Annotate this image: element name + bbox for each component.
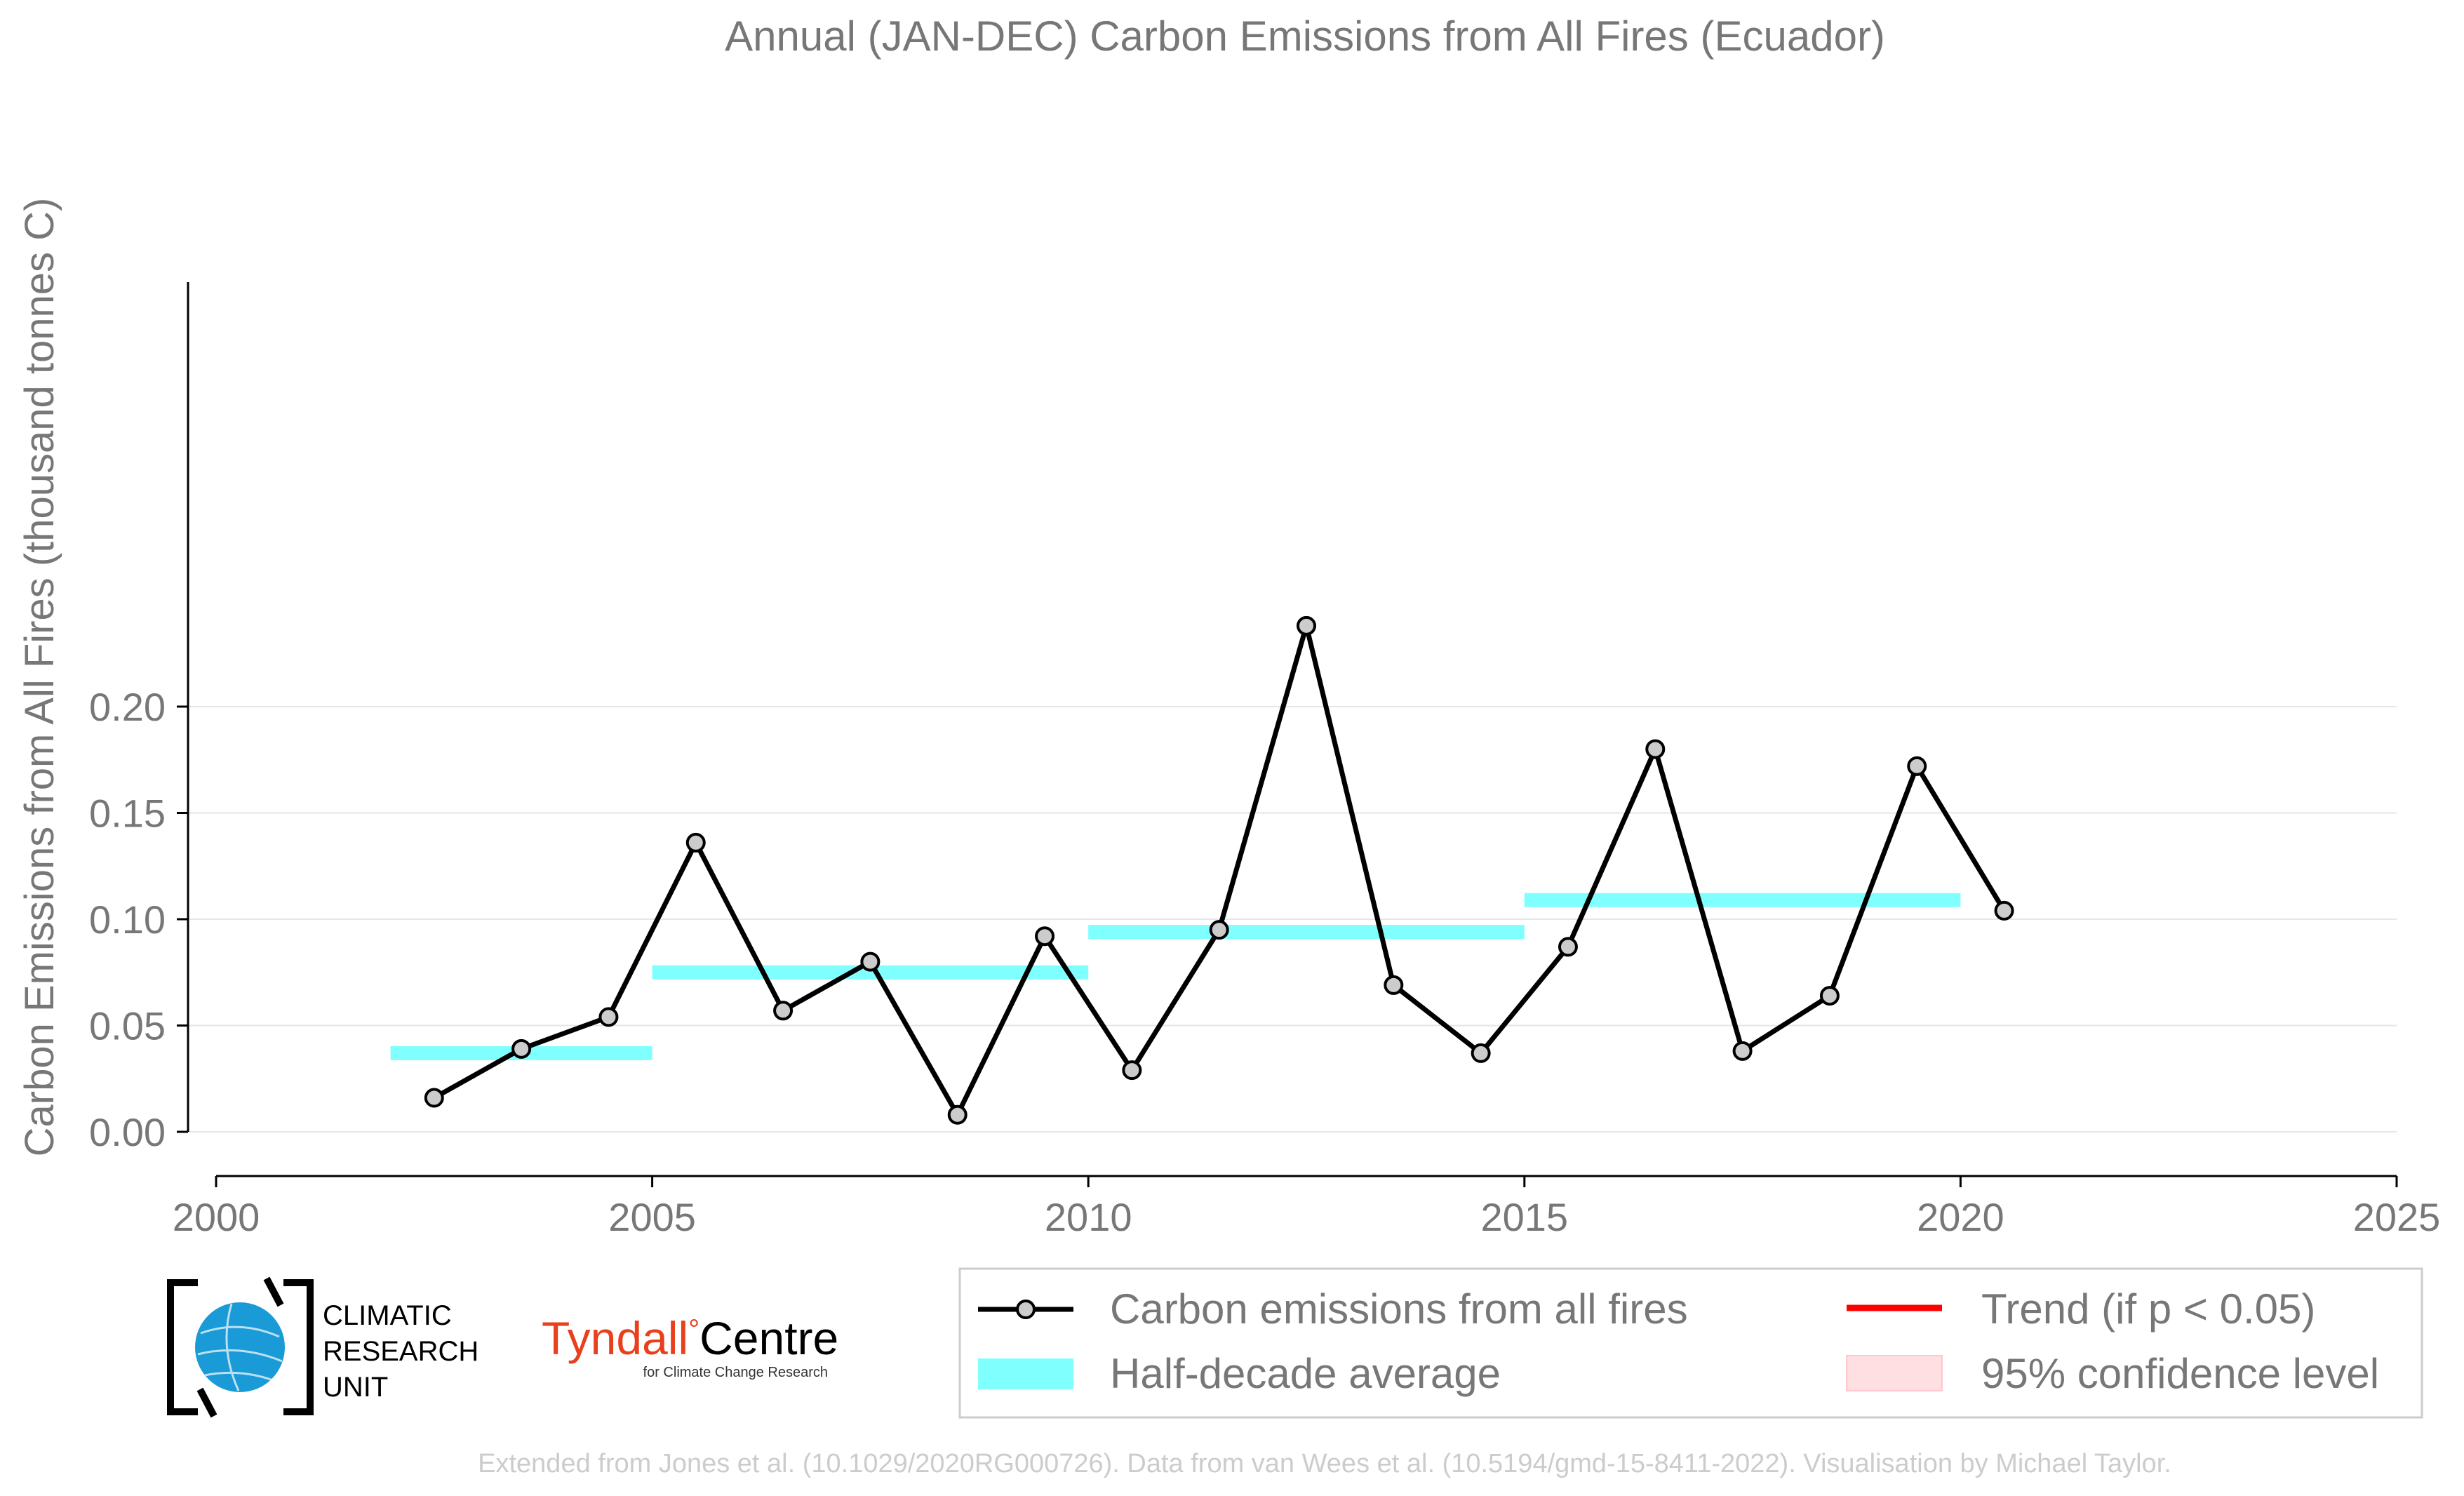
- data-point: [598, 1007, 619, 1027]
- legend-series-marker-icon: [1016, 1300, 1036, 1319]
- y-tick-label: 0.00: [89, 1110, 166, 1154]
- cru-slash-bottom: [196, 1387, 217, 1418]
- half-decade-bar: [1088, 925, 1525, 940]
- cru-line1: CLIMATIC: [323, 1300, 452, 1331]
- footer-credit: Extended from Jones et al. (10.1029/2020…: [478, 1449, 2171, 1478]
- cru-globe-lines: [197, 1303, 283, 1391]
- legend-half-decade-icon: [978, 1358, 1073, 1389]
- cru-bracket-right: [283, 1279, 314, 1415]
- cru-bracket-left: [167, 1279, 198, 1415]
- cru-line3: UNIT: [323, 1372, 388, 1403]
- data-point: [1122, 1060, 1142, 1081]
- x-tick-label: 2025: [2353, 1195, 2441, 1239]
- svg-text:Tyndall°Centre: Tyndall°Centre: [542, 1312, 838, 1364]
- legend-series-label: Carbon emissions from all fires: [1110, 1285, 1688, 1333]
- y-gridlines: [188, 706, 2397, 1133]
- legend-trend-label: Trend (if p < 0.05): [1981, 1285, 2315, 1333]
- tyndall-name: Tyndall: [542, 1312, 688, 1364]
- y-axis-label: Carbon Emissions from All Fires (thousan…: [17, 198, 62, 1157]
- half-decade-bar: [1524, 893, 1961, 907]
- cru-logo: CLIMATIC RESEARCH UNIT: [167, 1276, 478, 1418]
- cru-slash-top: [263, 1276, 284, 1307]
- y-tick-label: 0.05: [89, 1004, 166, 1048]
- tyndall-centre: Centre: [699, 1312, 838, 1364]
- cru-globe-icon: [195, 1302, 285, 1392]
- series-polyline: [433, 623, 2007, 1118]
- legend-box: [958, 1267, 2423, 1419]
- chart-title: Annual (JAN-DEC) Carbon Emissions from A…: [725, 13, 1885, 60]
- data-point: [1732, 1041, 1753, 1061]
- half-decade-bars: [390, 893, 1961, 1060]
- x-ticks: 2000 2005 2010 2015 2020 2025: [173, 1176, 2441, 1239]
- tyndall-logo: Tyndall°Centre for Climate Change Resear…: [542, 1312, 838, 1380]
- x-tick-label: 2005: [608, 1195, 696, 1239]
- data-point: [1645, 739, 1666, 759]
- legend-confidence-label: 95% confidence level: [1981, 1350, 2379, 1397]
- data-point: [1035, 926, 1055, 947]
- data-point: [1558, 937, 1578, 957]
- data-point: [511, 1038, 532, 1059]
- y-ticks: 0.00 0.05 0.10 0.15 0.20: [89, 685, 188, 1154]
- data-point: [1297, 615, 1316, 636]
- legend-half-decade-label: Half-decade average: [1110, 1350, 1501, 1397]
- data-point: [424, 1088, 444, 1108]
- series-line: [424, 615, 2014, 1125]
- data-point: [860, 951, 881, 972]
- x-tick-label: 2020: [1917, 1195, 2004, 1239]
- data-point: [1994, 900, 2014, 921]
- tyndall-degree: °: [688, 1314, 699, 1345]
- legend-confidence-icon: [1846, 1355, 1943, 1391]
- data-point: [1471, 1043, 1491, 1063]
- legend: Carbon emissions from all fires Trend (i…: [958, 1267, 2423, 1419]
- data-point: [1384, 975, 1404, 995]
- data-point: [1907, 756, 1927, 776]
- cru-line2: RESEARCH: [323, 1336, 478, 1367]
- x-tick-label: 2015: [1481, 1195, 1569, 1239]
- data-point: [773, 1001, 794, 1021]
- data-point: [1819, 986, 1840, 1006]
- data-point: [685, 832, 706, 853]
- x-tick-label: 2010: [1045, 1195, 1132, 1239]
- tyndall-subtitle: for Climate Change Research: [643, 1365, 828, 1380]
- data-point: [1209, 920, 1229, 940]
- data-point: [947, 1104, 967, 1125]
- x-tick-label: 2000: [173, 1195, 260, 1239]
- y-tick-label: 0.15: [89, 792, 166, 836]
- y-tick-label: 0.20: [89, 685, 166, 729]
- y-tick-label: 0.10: [89, 897, 166, 942]
